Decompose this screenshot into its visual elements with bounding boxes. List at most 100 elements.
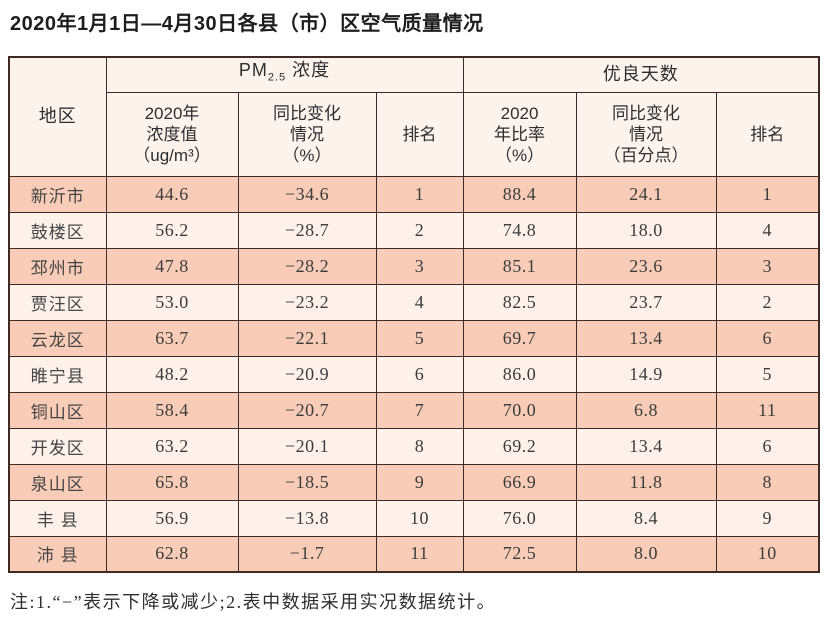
table-row: 铜山区 58.4 −20.7 7 70.0 6.8 11 (8, 391, 820, 429)
region-cell: 沛 县 (8, 535, 107, 573)
column-header-region: 地区 (8, 56, 107, 177)
header-line: 浓度值 (146, 124, 198, 144)
column-header-pm-rank: 排名 (375, 91, 464, 177)
header-line: （ug/m³） (133, 145, 211, 165)
table-row: 云龙区 63.7 −22.1 5 69.7 13.4 6 (8, 319, 820, 357)
pm-change-cell: −22.1 (237, 319, 377, 357)
good-ratio-cell: 82.5 (462, 283, 577, 321)
good-ratio-cell: 74.8 (462, 211, 577, 249)
pm-value-cell: 63.2 (105, 427, 239, 465)
header-line: 情况 (290, 124, 324, 144)
table-body: 新沂市 44.6 −34.6 1 88.4 24.1 1 鼓楼区 56.2 −2… (8, 175, 820, 573)
footnote: 注:1.“−”表示下降或减少;2.表中数据采用实况数据统计。 (10, 592, 497, 612)
header-line: （%） (282, 145, 332, 165)
pm-change-cell: −18.5 (237, 463, 377, 501)
good-rank-cell: 6 (715, 319, 820, 357)
good-change-cell: 14.9 (575, 355, 717, 393)
header-line: 同比变化 (273, 103, 341, 123)
good-ratio-cell: 76.0 (462, 499, 577, 537)
header-line: 同比变化 (612, 103, 681, 123)
pm-value-cell: 56.9 (105, 499, 239, 537)
pm-value-cell: 58.4 (105, 391, 239, 429)
pm-rank-cell: 10 (375, 499, 464, 537)
good-change-cell: 23.7 (575, 283, 717, 321)
pm-value-cell: 56.2 (105, 211, 239, 249)
region-cell: 云龙区 (8, 319, 107, 357)
good-rank-cell: 4 (715, 211, 820, 249)
table-row: 泉山区 65.8 −18.5 9 66.9 11.8 8 (8, 463, 820, 501)
good-rank-cell: 11 (715, 391, 820, 429)
column-header-pm-change: 同比变化 情况 （%） (237, 91, 377, 177)
pm-rank-cell: 7 (375, 391, 464, 429)
good-rank-cell: 3 (715, 247, 820, 285)
good-rank-cell: 5 (715, 355, 820, 393)
pm25-label-subscript: 2.5 (267, 72, 287, 85)
column-group-good-days: 优良天数 (462, 56, 820, 93)
table-row: 开发区 63.2 −20.1 8 69.2 13.4 6 (8, 427, 820, 465)
region-cell: 鼓楼区 (8, 211, 107, 249)
column-header-good-ratio: 2020 年比率 （%） (462, 91, 577, 177)
header-line: 2020年 (144, 103, 200, 123)
region-cell: 睢宁县 (8, 355, 107, 393)
good-change-cell: 18.0 (575, 211, 717, 249)
pm-change-cell: −34.6 (237, 175, 377, 213)
table-row: 睢宁县 48.2 −20.9 6 86.0 14.9 5 (8, 355, 820, 393)
column-header-good-rank: 排名 (715, 91, 820, 177)
good-ratio-cell: 86.0 (462, 355, 577, 393)
table-header: 地区 PM2.5 浓度 优良天数 2020年 浓度值 （ug/m³） 同比变化 … (8, 56, 820, 177)
header-line: （百分点） (603, 145, 689, 165)
pm25-label-prefix: PM (238, 60, 268, 81)
pm-rank-cell: 11 (375, 535, 464, 573)
air-quality-table: 地区 PM2.5 浓度 优良天数 2020年 浓度值 （ug/m³） 同比变化 … (8, 56, 821, 573)
region-cell: 泉山区 (8, 463, 107, 501)
page-title: 2020年1月1日—4月30日各县（市）区空气质量情况 (10, 13, 484, 35)
good-change-cell: 6.8 (575, 391, 717, 429)
pm-value-cell: 53.0 (105, 283, 239, 321)
good-rank-cell: 10 (715, 535, 820, 573)
good-change-cell: 11.8 (575, 463, 717, 501)
pm-change-cell: −13.8 (237, 499, 377, 537)
table-row: 鼓楼区 56.2 −28.7 2 74.8 18.0 4 (8, 211, 820, 249)
pm-value-cell: 65.8 (105, 463, 239, 501)
good-ratio-cell: 69.2 (462, 427, 577, 465)
pm-rank-cell: 4 (375, 283, 464, 321)
good-ratio-cell: 88.4 (462, 175, 577, 213)
pm-value-cell: 62.8 (105, 535, 239, 573)
pm-change-cell: −20.7 (237, 391, 377, 429)
good-change-cell: 8.0 (575, 535, 717, 573)
region-cell: 开发区 (8, 427, 107, 465)
pm-value-cell: 44.6 (105, 175, 239, 213)
good-change-cell: 24.1 (575, 175, 717, 213)
pm-change-cell: −1.7 (237, 535, 377, 573)
pm25-label-suffix: 浓度 (286, 60, 331, 81)
good-ratio-cell: 72.5 (462, 535, 577, 573)
good-ratio-cell: 69.7 (462, 319, 577, 357)
good-change-cell: 13.4 (575, 319, 717, 357)
table-row: 新沂市 44.6 −34.6 1 88.4 24.1 1 (8, 175, 820, 213)
pm-rank-cell: 2 (375, 211, 464, 249)
table-row: 贾汪区 53.0 −23.2 4 82.5 23.7 2 (8, 283, 820, 321)
good-ratio-cell: 66.9 (462, 463, 577, 501)
pm-value-cell: 47.8 (105, 247, 239, 285)
header-group-row: 地区 PM2.5 浓度 优良天数 (8, 56, 820, 177)
region-cell: 丰 县 (8, 499, 107, 537)
table-row: 沛 县 62.8 −1.7 11 72.5 8.0 10 (8, 535, 820, 573)
pm-rank-cell: 8 (375, 427, 464, 465)
pm-change-cell: −20.9 (237, 355, 377, 393)
table-row: 丰 县 56.9 −13.8 10 76.0 8.4 9 (8, 499, 820, 537)
header-line: 年比率 (494, 124, 546, 144)
region-cell: 邳州市 (8, 247, 107, 285)
good-rank-cell: 2 (715, 283, 820, 321)
good-rank-cell: 9 (715, 499, 820, 537)
good-ratio-cell: 85.1 (462, 247, 577, 285)
pm-rank-cell: 5 (375, 319, 464, 357)
good-rank-cell: 1 (715, 175, 820, 213)
pm-change-cell: −28.2 (237, 247, 377, 285)
pm-change-cell: −28.7 (237, 211, 377, 249)
header-line: 2020 (500, 103, 539, 123)
table-row: 邳州市 47.8 −28.2 3 85.1 23.6 3 (8, 247, 820, 285)
column-header-pm-value: 2020年 浓度值 （ug/m³） (105, 91, 239, 177)
good-change-cell: 23.6 (575, 247, 717, 285)
header-line: 情况 (629, 124, 664, 144)
